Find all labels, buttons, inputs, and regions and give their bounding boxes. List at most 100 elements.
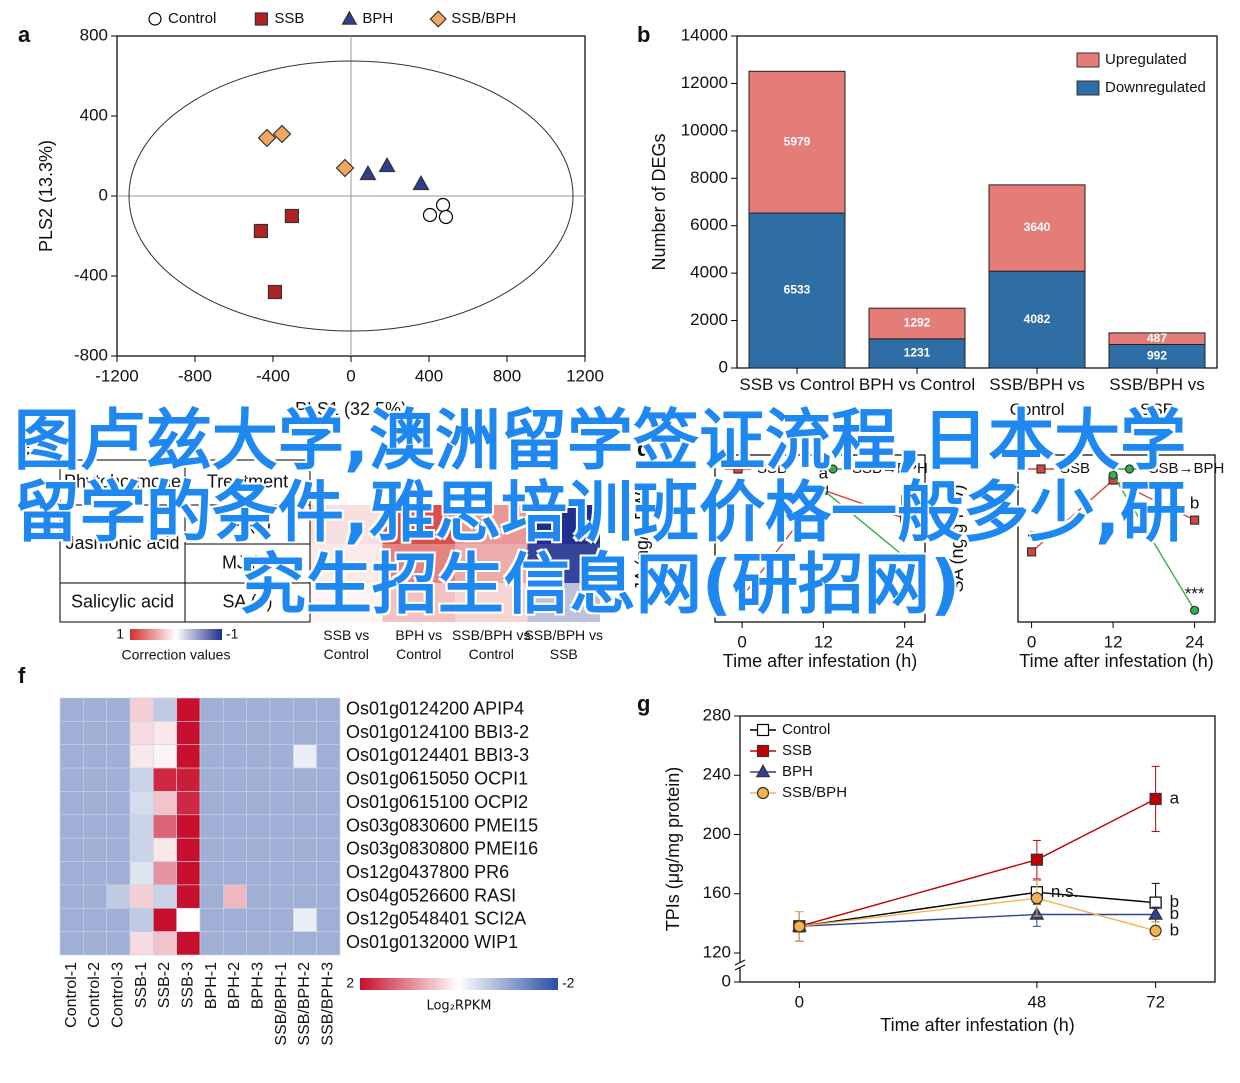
colorbar bbox=[130, 629, 222, 640]
heat-cell bbox=[316, 884, 341, 909]
heat-cell bbox=[223, 837, 247, 862]
legend-marker bbox=[254, 12, 268, 26]
heat-cell bbox=[129, 767, 154, 792]
column-label: Control-2 bbox=[86, 962, 103, 1028]
heat-cell bbox=[59, 837, 84, 862]
table-header: Treatment bbox=[207, 471, 288, 491]
heat-cell bbox=[293, 907, 317, 932]
column-label: SSB/BPH-1 bbox=[273, 962, 290, 1046]
heat-cell bbox=[269, 767, 294, 792]
heat-cell bbox=[106, 884, 131, 909]
heat-cell bbox=[176, 791, 201, 816]
data-point bbox=[1030, 853, 1043, 866]
row-label: Os01g0124100 BBI3-2 bbox=[346, 722, 529, 742]
colorbar-label: Correction values bbox=[122, 647, 231, 663]
y-axis-label: TPIs (μg/mg protein) bbox=[663, 767, 683, 931]
legend-swatch bbox=[1076, 52, 1100, 68]
heat-cell bbox=[246, 861, 271, 886]
heat-cell bbox=[176, 861, 201, 886]
data-point bbox=[737, 592, 747, 602]
panel-label: c bbox=[18, 436, 30, 461]
heat-cell bbox=[83, 837, 107, 862]
row-label: Os03g0830600 PMEI15 bbox=[346, 815, 538, 835]
heat-cell bbox=[199, 814, 224, 839]
x-tick-label: 12 bbox=[1104, 632, 1123, 651]
heat-cell bbox=[129, 791, 154, 816]
data-point bbox=[1026, 547, 1037, 557]
heat-cell bbox=[176, 931, 201, 956]
heat-cell bbox=[199, 744, 224, 769]
heat-cell bbox=[269, 884, 294, 909]
point-label: b bbox=[1170, 904, 1179, 923]
heat-cell bbox=[310, 505, 383, 544]
data-point bbox=[257, 128, 277, 148]
group-label: Jasmonic acid bbox=[65, 533, 179, 553]
heat-cell bbox=[310, 544, 383, 583]
x-tick-label: 1200 bbox=[566, 366, 604, 385]
heat-cell bbox=[293, 814, 317, 839]
heat-cell bbox=[223, 697, 247, 722]
heat-cell bbox=[106, 814, 131, 839]
heat-cell bbox=[246, 837, 271, 862]
legend-marker bbox=[1036, 464, 1046, 474]
y-tick-label: 800 bbox=[80, 25, 108, 44]
x-tick-label: BPH vs Control bbox=[858, 375, 976, 394]
legend-label: SSB bbox=[1060, 460, 1090, 477]
heat-cell bbox=[269, 837, 294, 862]
data-point bbox=[1149, 924, 1162, 937]
data-point bbox=[1149, 792, 1162, 806]
heat-cell bbox=[153, 931, 177, 956]
confidence-ellipse bbox=[128, 60, 574, 332]
y-tick-label: 14000 bbox=[681, 25, 728, 44]
heat-cell bbox=[316, 837, 341, 862]
heat-cell bbox=[153, 767, 177, 792]
heat-cell bbox=[316, 931, 341, 956]
bar-segment bbox=[868, 307, 966, 340]
axis-break bbox=[734, 959, 746, 966]
heat-cell bbox=[269, 907, 294, 932]
column-label: BPH-1 bbox=[203, 962, 220, 1009]
legend-label: Downregulated bbox=[1105, 79, 1206, 96]
heat-cell bbox=[246, 767, 271, 792]
x-axis-label: Time after infestation (h) bbox=[880, 1015, 1074, 1035]
legend-marker bbox=[755, 764, 771, 778]
y-tick-label: 160 bbox=[703, 883, 731, 902]
row-label: Os12g0548401 SCI2A bbox=[346, 909, 526, 929]
x-tick-label: 0 bbox=[737, 632, 746, 651]
legend-label: Upregulated bbox=[1105, 51, 1187, 68]
heat-cell bbox=[106, 837, 131, 862]
heat-cell bbox=[153, 837, 177, 862]
x-axis-label: PLS1 (32.5%) bbox=[295, 399, 407, 419]
column-label: SSB/BPH-2 bbox=[296, 962, 313, 1046]
colorbar-tick: -1 bbox=[226, 626, 239, 642]
colorbar bbox=[360, 978, 558, 990]
x-axis-label: Time after infestation (h) bbox=[723, 651, 917, 671]
y-tick-label: 240 bbox=[703, 765, 731, 784]
heat-cell bbox=[129, 907, 154, 932]
y-tick-label: 400 bbox=[80, 105, 108, 124]
heat-cell bbox=[59, 697, 84, 722]
plot-frame bbox=[714, 454, 926, 623]
legend-marker bbox=[756, 723, 770, 737]
heat-cell bbox=[153, 791, 177, 816]
row-label: Os01g0615050 OCPI1 bbox=[346, 769, 528, 789]
heat-cell bbox=[59, 721, 84, 746]
heat-cell bbox=[176, 721, 201, 746]
row-label: Os01g0132000 WIP1 bbox=[346, 932, 518, 952]
legend-marker bbox=[429, 10, 447, 28]
heat-cell bbox=[199, 884, 224, 909]
colorbar-tick: 2 bbox=[346, 975, 354, 991]
legend-label: Control bbox=[782, 721, 830, 738]
data-point bbox=[1030, 892, 1043, 905]
x-tick-label: 400 bbox=[415, 366, 443, 385]
bar-value-label: 4082 bbox=[1024, 312, 1051, 326]
column-label: SSB/BPH vs Control bbox=[451, 627, 531, 662]
data-point bbox=[435, 197, 451, 213]
legend-label: SSB bbox=[782, 742, 812, 759]
data-point bbox=[818, 485, 828, 495]
data-point bbox=[267, 284, 283, 300]
bar-value-label: 487 bbox=[1147, 331, 1167, 345]
heat-cell bbox=[316, 767, 341, 792]
heat-cell bbox=[316, 721, 341, 746]
